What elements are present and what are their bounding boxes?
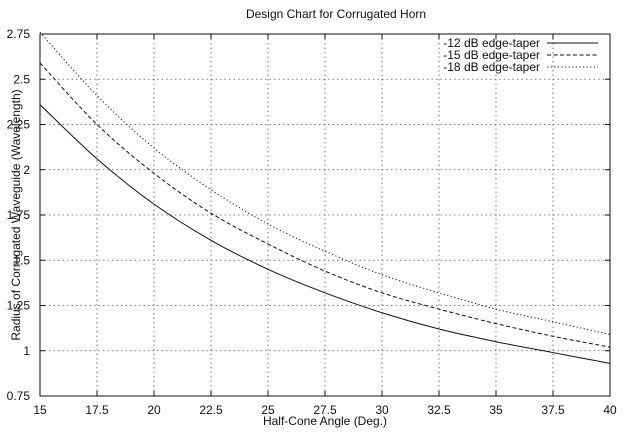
x-tick-label: 25 bbox=[261, 403, 275, 417]
legend: -12 dB edge-taper-15 dB edge-taper-18 dB… bbox=[443, 36, 598, 74]
y-tick-labels: 0.75 1 1.25 1.5 1.75 2 2.25 2.5 2.75 bbox=[7, 27, 31, 403]
y-tick-label: 2.75 bbox=[7, 27, 31, 41]
y-tick-label: 1.25 bbox=[7, 299, 31, 313]
y-tick-label: 0.75 bbox=[7, 389, 31, 403]
legend-label: -18 dB edge-taper bbox=[443, 60, 540, 74]
legend-label: -12 dB edge-taper bbox=[443, 36, 540, 50]
x-tick-label: 27.5 bbox=[313, 403, 337, 417]
x-tick-label: 15 bbox=[33, 403, 47, 417]
y-axis-label: Radius of Corrugated Waveguide (Waveleng… bbox=[9, 89, 23, 340]
x-tick-label: 32.5 bbox=[427, 403, 451, 417]
x-tick-labels: 15 17.5 20 22.5 25 27.5 30 32.5 35 37.5 40 bbox=[33, 403, 617, 417]
series-layer bbox=[39, 31, 611, 364]
y-tick-label: 2.25 bbox=[7, 118, 31, 132]
x-axis-label: Half-Cone Angle (Deg.) bbox=[263, 414, 387, 428]
y-tick-label: 2 bbox=[23, 163, 30, 177]
x-tick-label: 40 bbox=[603, 403, 617, 417]
chart-title: Design Chart for Corrugated Horn bbox=[246, 7, 426, 21]
series-line-1 bbox=[39, 104, 611, 364]
x-tick-label: 17.5 bbox=[85, 403, 109, 417]
series-line-3 bbox=[39, 31, 611, 335]
x-tick-label: 20 bbox=[147, 403, 161, 417]
x-tick-label: 22.5 bbox=[199, 403, 223, 417]
grid-layer bbox=[39, 33, 611, 397]
y-tick-label: 1.5 bbox=[13, 253, 30, 267]
series-line-2 bbox=[39, 62, 611, 348]
legend-label: -15 dB edge-taper bbox=[443, 48, 540, 62]
y-tick-label: 2.5 bbox=[13, 72, 30, 86]
x-tick-label: 30 bbox=[375, 403, 389, 417]
plot-frame bbox=[39, 33, 611, 397]
x-tick-label: 37.5 bbox=[541, 403, 565, 417]
y-tick-label: 1 bbox=[23, 344, 30, 358]
y-tick-label: 1.75 bbox=[7, 208, 31, 222]
x-tick-label: 35 bbox=[489, 403, 503, 417]
